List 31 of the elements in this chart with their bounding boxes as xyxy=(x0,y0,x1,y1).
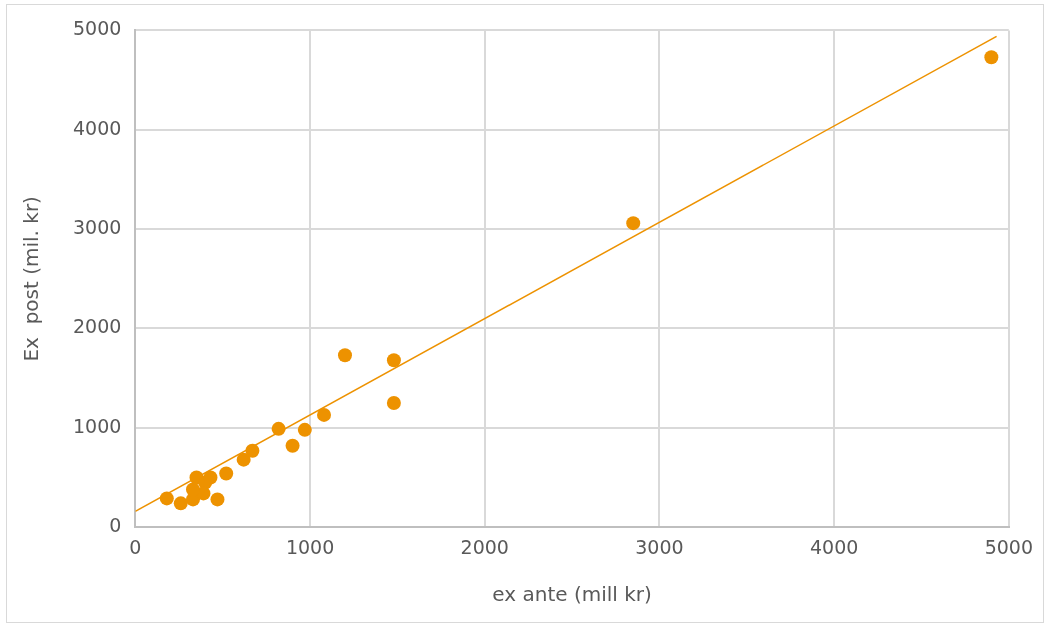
y-tick-label: 4000 xyxy=(72,116,122,139)
point xyxy=(626,216,641,231)
point xyxy=(386,396,401,410)
point xyxy=(210,492,225,507)
point xyxy=(297,422,312,437)
x-tick-label: 5000 xyxy=(984,535,1033,558)
x-tick-label: 3000 xyxy=(635,535,684,558)
point xyxy=(337,348,352,363)
point xyxy=(271,421,286,436)
x-tick-label: 1000 xyxy=(285,535,335,558)
point xyxy=(285,438,300,453)
point xyxy=(245,443,260,458)
y-tick-label: 3000 xyxy=(72,216,122,239)
point xyxy=(386,353,401,368)
y-tick-label: 2000 xyxy=(72,315,122,338)
point xyxy=(203,470,218,485)
point xyxy=(186,482,200,497)
x-tick-label: 4000 xyxy=(809,535,859,558)
point xyxy=(236,452,251,467)
y-tick-label: 0 xyxy=(109,514,122,537)
point xyxy=(173,496,188,511)
point xyxy=(317,407,332,422)
point xyxy=(219,466,234,481)
x-axis-title: ex ante (mill kr) xyxy=(492,582,652,607)
point xyxy=(984,50,999,65)
y-tick-label: 1000 xyxy=(72,414,122,437)
point xyxy=(159,491,174,506)
x-tick-label: 2000 xyxy=(460,535,509,558)
x-tick-label: 0 xyxy=(129,535,142,558)
y-axis-title: Ex post (mil. kr) xyxy=(19,196,44,362)
y-tick-label: 5000 xyxy=(72,17,122,40)
